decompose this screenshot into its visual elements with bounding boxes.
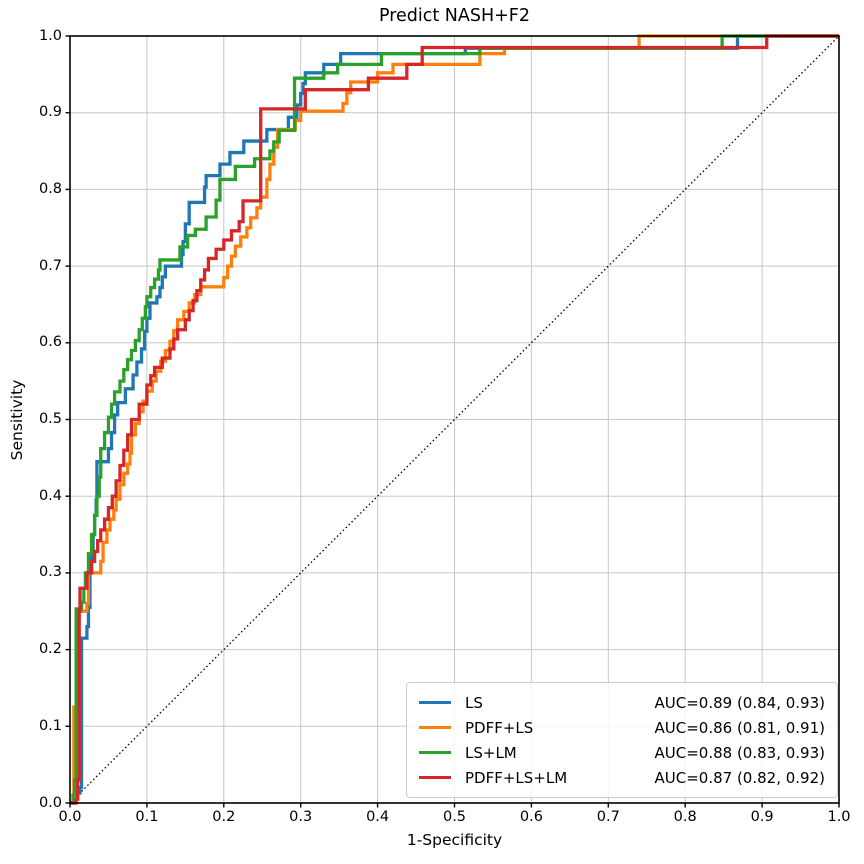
legend-line-swatch-pdff-ls: [419, 725, 451, 730]
roc-curve-ls-lm: [70, 34, 839, 805]
y-tick-label: 0.8: [38, 180, 62, 197]
x-tick-label: 0.6: [519, 809, 543, 825]
legend: LS AUC=0.89 (0.84, 0.93) PDFF+LS AUC=0.8…: [406, 682, 838, 798]
chart-title: Predict NASH+F2: [378, 6, 531, 26]
y-tick-label: 0.1: [38, 717, 62, 734]
x-tick-label: 0.9: [750, 809, 774, 825]
legend-auc-value: AUC=0.86 (0.81, 0.91): [654, 718, 826, 737]
y-tick-label: 0.2: [38, 641, 62, 658]
x-tick-label: 0.2: [212, 809, 236, 825]
legend-line-swatch-pdff-ls-lm: [419, 775, 451, 780]
x-tick-label: 1.0: [827, 809, 851, 825]
legend-entry-pdff-ls-lm: PDFF+LS+LM AUC=0.87 (0.82, 0.92): [415, 765, 829, 790]
y-tick-label: 0.9: [38, 104, 62, 121]
legend-line-swatch-ls: [419, 700, 451, 705]
legend-label: LS+LM: [465, 743, 517, 762]
legend-label: PDFF+LS+LM: [465, 768, 568, 787]
x-tick-label: 0.3: [289, 809, 313, 825]
x-axis-label: 1-Specificity: [406, 831, 503, 849]
x-tick-label: 0.4: [366, 809, 390, 825]
legend-label: LS: [465, 693, 483, 712]
legend-auc-value: AUC=0.88 (0.83, 0.93): [654, 743, 826, 762]
legend-entry-pdff-ls: PDFF+LS AUC=0.86 (0.81, 0.91): [415, 715, 829, 740]
roc-curve-pdff-ls-lm: [70, 34, 839, 805]
y-tick-label: 0.3: [38, 564, 62, 581]
roc-curve-pdff-ls: [70, 34, 839, 805]
legend-line-swatch-ls-lm: [419, 750, 451, 755]
x-tick-label: 0.1: [135, 809, 159, 825]
chance-diagonal-line: [69, 35, 840, 804]
x-tick-label: 0.5: [442, 809, 467, 825]
x-tick-label: 0.8: [673, 809, 697, 825]
y-tick-label: 1.0: [38, 27, 62, 44]
legend-label: PDFF+LS: [465, 718, 534, 737]
legend-auc-value: AUC=0.89 (0.84, 0.93): [654, 693, 826, 712]
legend-auc-value: AUC=0.87 (0.82, 0.92): [654, 768, 826, 787]
legend-entry-ls-lm: LS+LM AUC=0.88 (0.83, 0.93): [415, 740, 829, 765]
y-tick-label: 0.4: [38, 487, 62, 504]
x-tick-label: 0.7: [596, 809, 620, 825]
y-tick-label: 0.5: [38, 411, 62, 427]
y-tick-label: 0.6: [38, 334, 62, 351]
y-tick-label: 0.0: [38, 794, 62, 811]
y-tick-label: 0.7: [38, 257, 62, 274]
legend-entry-ls: LS AUC=0.89 (0.84, 0.93): [415, 690, 829, 715]
x-tick-label: 0.0: [58, 809, 82, 825]
